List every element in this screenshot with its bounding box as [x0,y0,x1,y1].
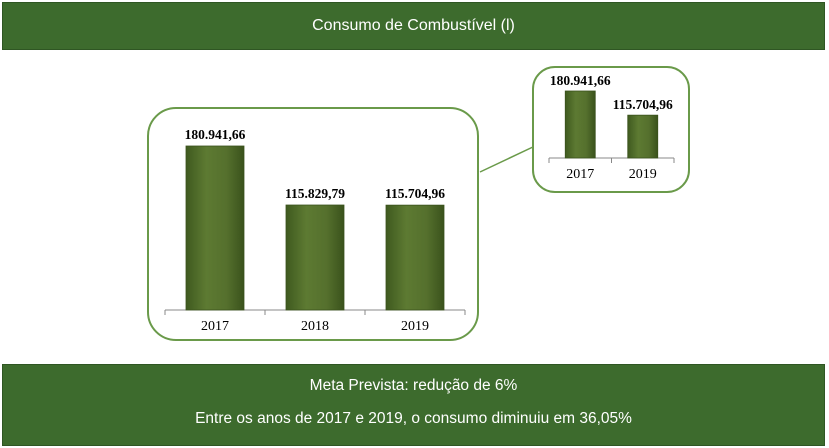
data-label-2019: 115.704,96 [385,186,445,201]
panel-connector [479,145,536,173]
chart-title: Consumo de Combustível (l) [312,17,515,34]
title-banner: Consumo de Combustível (l) [2,2,825,50]
bar-2019 [385,204,445,311]
tick-label-2018: 2018 [301,319,329,334]
bar-2019 [627,114,659,159]
data-label-2019: 115.704,96 [613,97,673,112]
goal-text: Meta Prevista: redução de 6% [309,377,518,394]
data-label-2017: 180.941,66 [185,127,246,142]
tick-label-2017: 2017 [201,319,229,334]
inset-chart: 180.941,66 2017 115.704,96 2019 [548,73,675,182]
summary-text: Entre os anos de 2017 e 2019, o consumo … [195,410,632,427]
summary-banner: Meta Prevista: redução de 6% Entre os an… [2,364,825,446]
bar-2018 [285,204,345,311]
data-label-2017: 180.941,66 [550,73,611,88]
tick-label-2019: 2019 [629,167,657,182]
tick-label-2017: 2017 [566,167,594,182]
data-label-2018: 115.829,79 [285,186,345,201]
bar-2017 [564,90,596,159]
tick-label-2019: 2019 [401,319,429,334]
bar-2017 [185,145,245,311]
main-chart: 180.941,66 2017 115.829,79 2018 115.704,96 20… [164,127,466,334]
